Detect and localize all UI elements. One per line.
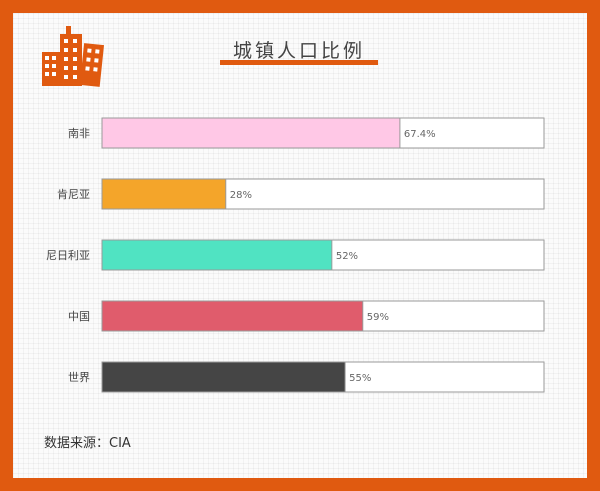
category-label: 南非 <box>68 127 90 140</box>
category-label: 中国 <box>68 310 90 323</box>
category-label: 肯尼亚 <box>57 188 90 201</box>
buildings-icon <box>42 26 105 87</box>
bar-1 <box>101 178 227 210</box>
data-source: 数据来源：CIA <box>44 436 131 451</box>
category-label: 尼日利亚 <box>46 249 90 262</box>
bar-4 <box>101 361 346 393</box>
value-label: 55% <box>349 373 371 384</box>
title-underline <box>220 60 378 65</box>
bar-2 <box>101 239 333 271</box>
bar-3 <box>101 300 364 332</box>
value-label: 59% <box>367 312 389 323</box>
value-label: 67.4% <box>404 129 436 140</box>
value-label: 28% <box>230 190 252 201</box>
value-label: 52% <box>336 251 358 262</box>
bar-0 <box>101 117 401 149</box>
category-label: 世界 <box>68 371 90 384</box>
chart-title: 城镇人口比例 <box>232 40 365 62</box>
